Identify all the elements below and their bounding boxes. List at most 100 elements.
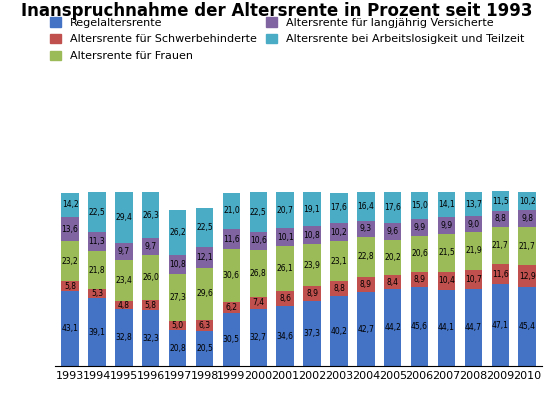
Text: 13,7: 13,7 (465, 200, 482, 209)
Bar (88, 193, 106, 232)
Bar (411, 287, 429, 366)
Bar (88, 298, 106, 366)
Text: 9,9: 9,9 (414, 222, 426, 232)
Bar (169, 330, 186, 366)
Text: Inanspruchnahme der Altersrente in Prozent seit 1993: Inanspruchnahme der Altersrente in Proze… (21, 2, 532, 20)
Bar (223, 249, 240, 302)
Text: 20,6: 20,6 (411, 249, 428, 258)
Bar (384, 289, 401, 366)
Bar (61, 193, 79, 217)
Text: 20,2: 20,2 (384, 253, 401, 262)
Text: 21,0: 21,0 (223, 207, 240, 215)
Text: 10,2: 10,2 (331, 228, 347, 236)
Text: 30,5: 30,5 (223, 335, 240, 344)
Bar (169, 274, 186, 321)
Text: 9,0: 9,0 (467, 220, 479, 228)
Text: 6,2: 6,2 (226, 303, 237, 312)
Bar (249, 232, 267, 250)
Bar (223, 302, 240, 313)
Bar (61, 217, 79, 241)
Text: 10,4: 10,4 (438, 276, 455, 285)
Bar (276, 291, 294, 306)
Bar (142, 192, 159, 238)
Text: 21,9: 21,9 (465, 246, 482, 256)
Text: 23,4: 23,4 (116, 276, 132, 285)
Text: 44,2: 44,2 (384, 323, 401, 332)
Bar (304, 244, 321, 286)
Text: 12,1: 12,1 (196, 253, 213, 262)
Text: 7,4: 7,4 (252, 298, 264, 307)
Bar (384, 240, 401, 275)
Bar (142, 300, 159, 310)
Text: 8,9: 8,9 (360, 280, 372, 289)
Bar (492, 264, 509, 284)
Text: 10,2: 10,2 (519, 197, 535, 206)
Bar (438, 193, 455, 217)
Bar (384, 275, 401, 289)
Text: 22,5: 22,5 (196, 223, 213, 232)
Text: 21,7: 21,7 (492, 241, 509, 250)
Bar (384, 193, 401, 223)
Bar (142, 310, 159, 366)
Bar (276, 306, 294, 366)
Bar (88, 251, 106, 289)
Bar (518, 227, 536, 265)
Bar (115, 260, 133, 301)
Text: 4,8: 4,8 (118, 300, 130, 310)
Bar (438, 217, 455, 234)
Text: 26,2: 26,2 (169, 228, 186, 237)
Bar (169, 321, 186, 330)
Text: 32,7: 32,7 (250, 333, 267, 342)
Text: 21,7: 21,7 (519, 242, 535, 251)
Text: 34,6: 34,6 (276, 332, 294, 341)
Text: 11,3: 11,3 (88, 237, 106, 246)
Legend: Regelaltersrente, Altersrente für Schwerbehinderte, Altersrente für Frauen, Alte: Regelaltersrente, Altersrente für Schwer… (50, 18, 524, 61)
Bar (223, 313, 240, 366)
Bar (249, 297, 267, 309)
Text: 45,6: 45,6 (411, 322, 428, 331)
Text: 10,1: 10,1 (277, 232, 294, 242)
Text: 8,9: 8,9 (414, 275, 426, 284)
Bar (438, 271, 455, 290)
Text: 32,8: 32,8 (116, 333, 132, 342)
Bar (411, 236, 429, 271)
Bar (169, 255, 186, 274)
Text: 42,7: 42,7 (357, 325, 374, 334)
Text: 10,8: 10,8 (304, 230, 320, 240)
Text: 23,9: 23,9 (304, 261, 321, 270)
Text: 22,5: 22,5 (250, 207, 267, 217)
Text: 9,6: 9,6 (387, 227, 399, 236)
Text: 19,1: 19,1 (304, 205, 320, 214)
Bar (357, 221, 374, 237)
Text: 5,3: 5,3 (91, 289, 103, 298)
Bar (465, 193, 482, 216)
Bar (304, 301, 321, 366)
Text: 12,9: 12,9 (519, 271, 535, 281)
Bar (411, 219, 429, 236)
Bar (438, 290, 455, 366)
Text: 26,0: 26,0 (142, 273, 159, 282)
Bar (330, 281, 348, 297)
Bar (330, 241, 348, 281)
Bar (492, 191, 509, 211)
Bar (223, 193, 240, 229)
Bar (249, 250, 267, 297)
Text: 22,8: 22,8 (358, 252, 374, 261)
Text: 9,3: 9,3 (360, 224, 372, 233)
Text: 44,7: 44,7 (465, 323, 482, 332)
Text: 45,4: 45,4 (519, 322, 536, 331)
Bar (61, 281, 79, 291)
Text: 37,3: 37,3 (304, 329, 321, 338)
Text: 47,1: 47,1 (492, 321, 509, 330)
Text: 43,1: 43,1 (61, 324, 79, 333)
Text: 8,4: 8,4 (387, 277, 399, 287)
Bar (465, 216, 482, 232)
Text: 5,8: 5,8 (145, 300, 156, 310)
Text: 21,8: 21,8 (88, 265, 105, 275)
Bar (518, 265, 536, 287)
Text: 17,6: 17,6 (331, 203, 347, 213)
Text: 13,6: 13,6 (61, 224, 79, 234)
Text: 39,1: 39,1 (88, 328, 106, 337)
Text: 8,8: 8,8 (333, 284, 345, 293)
Text: 23,1: 23,1 (331, 256, 347, 265)
